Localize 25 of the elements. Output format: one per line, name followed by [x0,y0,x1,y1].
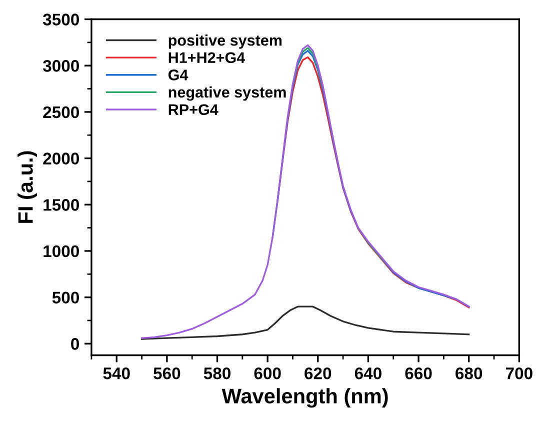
legend-label: RP+G4 [168,104,218,116]
y-tick-label: 3000 [42,60,79,72]
x-tick-label: 560 [154,367,180,380]
legend-label: negative system [168,86,286,101]
line-series [140,306,470,340]
x-tick-label: 680 [456,367,482,380]
x-tick-label: 700 [506,367,532,380]
x-tick-label: 600 [254,367,281,380]
y-tick-label: 3500 [42,14,79,26]
y-tick-label: 2000 [43,152,79,164]
x-tick-label: 580 [204,367,230,380]
y-tick-label: 2500 [43,106,79,118]
x-tick-label: 660 [405,367,432,380]
x-tick-label: 620 [304,367,332,380]
y-axis-title: FI (a.u.) [18,151,38,223]
y-tick-label: 1000 [44,245,79,258]
legend-label: H1+H2+G4 [168,52,246,64]
y-tick-label: 500 [52,292,79,304]
y-tick-label: 0 [71,338,79,350]
x-tick-label: 540 [103,367,130,380]
legend-label: positive system [168,34,282,49]
x-axis-title: Wavelength (nm) [222,388,388,408]
y-tick-label: 1500 [44,199,79,211]
legend-label: G4 [168,70,188,80]
x-tick-label: 640 [354,367,382,380]
